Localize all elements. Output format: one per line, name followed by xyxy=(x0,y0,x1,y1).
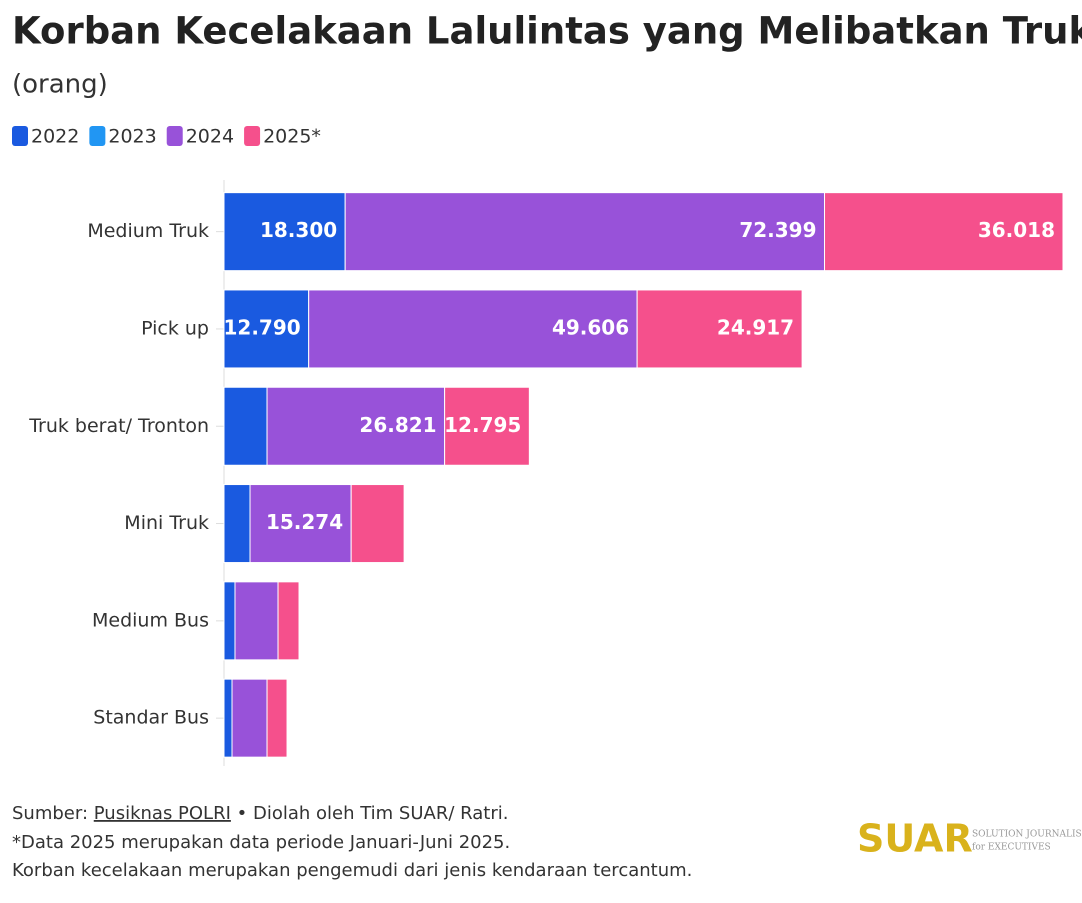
source-suffix: • Diolah oleh Tim SUAR/ Ratri. xyxy=(231,803,509,824)
bar-segment xyxy=(223,289,310,369)
chart-title: Korban Kecelakaan Lalulintas yang Meliba… xyxy=(12,10,1082,53)
bar-segment xyxy=(223,581,236,661)
data-label: 49.606 xyxy=(552,315,629,339)
bar-segment xyxy=(223,192,346,272)
bar-segment xyxy=(223,678,233,758)
y-tick-label: Medium Truk xyxy=(87,220,209,242)
legend-swatch xyxy=(12,126,28,146)
y-tick-label: Pick up xyxy=(141,317,209,339)
data-label: 26.821 xyxy=(359,413,436,437)
data-label: 18.300 xyxy=(260,218,337,242)
bar-segment xyxy=(824,192,1064,272)
data-label: 15.274 xyxy=(266,510,343,534)
bar-segment xyxy=(308,289,638,369)
logo: SUAR xyxy=(857,817,973,861)
bar-segment xyxy=(223,386,268,466)
legend-label: 2024 xyxy=(186,126,234,148)
source-link[interactable]: Pusiknas POLRI xyxy=(94,803,231,824)
y-tick-label: Standar Bus xyxy=(93,707,209,729)
bar-segment xyxy=(277,581,300,661)
footer-source: Sumber: Pusiknas POLRI • Diolah oleh Tim… xyxy=(12,803,508,824)
y-tick-label: Truk berat/ Tronton xyxy=(28,415,209,437)
footer-note: Korban kecelakaan merupakan pengemudi da… xyxy=(12,860,692,881)
chart-subtitle: (orang) xyxy=(12,70,108,100)
logo-tagline: for EXECUTIVES xyxy=(972,843,1051,853)
bar-segment xyxy=(344,192,826,272)
bar-segment xyxy=(266,386,446,466)
y-tick-label: Mini Truk xyxy=(124,512,209,534)
legend-label: 2023 xyxy=(108,126,156,148)
legend-swatch xyxy=(166,126,183,146)
data-label: 12.795 xyxy=(444,413,521,437)
legend-label: 2022 xyxy=(31,126,79,148)
legend-swatch xyxy=(244,126,261,146)
legend-label: 2025* xyxy=(263,126,321,148)
source-prefix: Sumber: xyxy=(12,803,94,824)
bar-segment xyxy=(350,484,405,564)
bar-segment xyxy=(636,289,803,369)
bar-segment xyxy=(444,386,530,466)
bar-segment xyxy=(249,484,352,564)
bar-segment xyxy=(223,484,251,564)
data-label: 36.018 xyxy=(978,218,1055,242)
logo-tagline: SOLUTION JOURNALISM xyxy=(972,830,1082,840)
bar-segment xyxy=(231,678,268,758)
data-label: 72.399 xyxy=(739,218,816,242)
footer-note: *Data 2025 merupakan data periode Januar… xyxy=(12,832,510,853)
legend-swatch xyxy=(89,126,106,146)
bar-segment xyxy=(266,678,288,758)
data-label: 24.917 xyxy=(717,315,794,339)
bar-segment xyxy=(234,581,279,661)
data-label: 12.790 xyxy=(223,315,300,339)
y-tick-label: Medium Bus xyxy=(92,609,209,631)
